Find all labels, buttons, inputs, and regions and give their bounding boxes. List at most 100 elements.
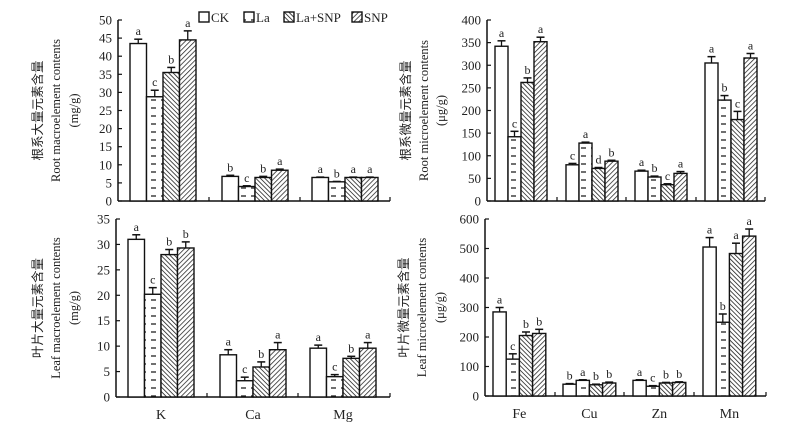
x-category-label: Mg [333,408,352,423]
significance-letter: b [722,81,728,95]
y-tick-label: 10 [97,339,110,354]
significance-letter: c [510,339,515,353]
y-tick-label: 500 [460,241,480,256]
bar-ck-k [127,238,146,398]
significance-letter: b [258,347,264,361]
bar-la-snp-ca [252,366,271,398]
legend-item-la: La [243,10,270,25]
significance-letter: b [606,367,612,381]
legend-swatch-la [243,11,255,23]
bar-la-snp-zn [660,184,675,202]
significance-letter: a [497,293,503,307]
significance-letter: c [244,171,249,185]
significance-letter: b [348,341,354,355]
legend-swatch-la-snp [283,11,295,23]
legend-swatch-ck [198,11,210,23]
y-tick-label: 400 [462,13,482,28]
y-tick-label: 200 [462,103,482,118]
bar-la-snp-zn [658,382,674,397]
y-axis-label-line: 叶片微量元素含量 [396,257,411,357]
significance-letter: a [707,223,713,237]
bar-snp-cu [604,160,619,202]
legend-label-ck: CK [211,10,230,25]
bar-ck-zn [634,170,649,202]
bar-ck-mn [702,246,717,397]
significance-letter: a [367,162,373,176]
significance-letter: b [227,160,233,174]
y-tick-label: 400 [460,271,480,286]
y-axis-label-line: 根系微量元素含量 [398,60,413,160]
significance-letter: b [260,161,266,175]
significance-letter: b [593,369,599,383]
y-tick-label: 35 [99,67,112,82]
significance-letter: b [676,367,682,381]
significance-letter: a [136,24,142,38]
legend-item-snp: SNP [351,10,388,25]
bar-la-ca [237,185,256,202]
x-category-label: K [156,408,166,423]
bar-snp-mn [743,57,758,202]
panel-leaf-macro: 0 5 10 15 20 25 30 35 叶片大量元素含量 Leaf macroelement … [30,212,391,423]
significance-letter: a [134,220,140,234]
panel-root-macro: 0 5 10 15 20 25 30 35 40 45 50 根系大量元素含量 Root macroel… [30,13,391,209]
bar-la-mg [325,375,344,398]
bar-ck-fe [492,311,507,397]
y-tick-label: 300 [462,58,482,73]
y-tick-label: 45 [99,31,112,46]
significance-letter: a [185,16,191,30]
bar-snp-cu [601,382,617,397]
significance-letter: b [523,317,529,331]
y-tick-label: 600 [460,212,480,227]
significance-letter: c [512,116,517,130]
bar-ck-ca [221,175,240,202]
bar-la-zn [647,176,662,202]
y-tick-label: 100 [462,148,482,163]
significance-letter: a [226,335,232,349]
significance-letter: b [525,63,531,77]
y-tick-label: 30 [99,85,112,100]
significance-letter: a [678,157,684,171]
bar-snp-k [176,247,195,398]
x-category-label: Zn [652,407,668,422]
bar-ck-cu [565,164,580,202]
significance-letter: a [733,228,739,242]
y-tick-label: 100 [460,359,480,374]
significance-letter: b [720,299,726,313]
bar-ck-mg [311,176,330,202]
y-tick-label: 15 [97,313,110,328]
bar-la-k [143,293,162,398]
significance-letter: a [351,162,357,176]
y-tick-label: 300 [460,300,480,315]
legend-item-la-snp: La+SNP [283,10,341,25]
bar-la-snp-k [160,253,179,398]
bar-snp-mg [360,176,379,202]
significance-letter: c [152,75,157,89]
bar-la-fe [505,358,521,397]
y-tick-label: 0 [106,194,113,209]
y-tick-label: 50 [468,171,481,186]
significance-letter: a [709,42,715,56]
y-axis-label-line: Root microelement contents [417,40,431,181]
y-tick-label: 150 [462,126,482,141]
legend-item-ck: CK [198,10,230,25]
y-tick-label: 350 [462,35,482,50]
legend-label-snp: SNP [364,10,388,25]
bar-ck-mn [704,62,719,202]
y-tick-label: 25 [99,103,112,118]
y-tick-label: 5 [104,364,111,379]
x-category-label: Fe [512,407,526,422]
y-tick-label: 0 [104,390,111,405]
y-axis-label-line: (mg/g) [67,93,81,127]
bar-snp-fe [533,41,548,202]
y-tick-label: 200 [460,330,480,345]
significance-letter: a [365,328,371,342]
y-tick-label: 50 [99,13,112,28]
bar-snp-mn [741,235,757,397]
bar-ck-cu [562,383,577,397]
bar-la-snp-mn [728,252,744,397]
bar-la-snp-mg [344,176,363,202]
y-axis-label-line: (μg/g) [433,292,447,323]
y-tick-label: 20 [97,288,110,303]
y-tick-label: 20 [99,121,112,136]
